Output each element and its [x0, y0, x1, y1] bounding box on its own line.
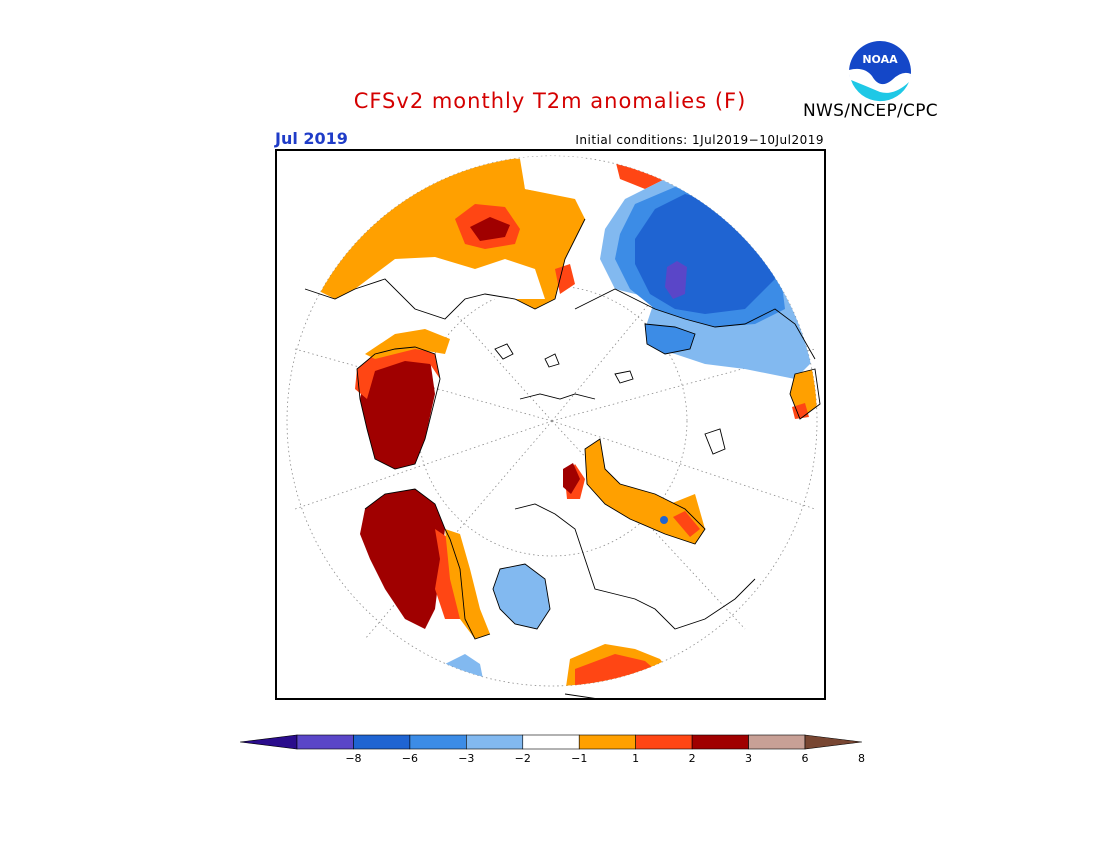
anomaly-region-kara-very-hot [563, 463, 580, 494]
neutral-region-canada [355, 257, 545, 324]
colorbar-tick-label: −3 [458, 752, 475, 765]
colorbar-segment [409, 734, 467, 750]
colorbar-tick-label: 1 [632, 752, 640, 765]
colorbar-segment [522, 734, 580, 750]
colorbar-arrow-low [240, 734, 298, 750]
colorbar [240, 734, 862, 750]
anomaly-region-north-hot-3 [555, 264, 575, 294]
colorbar-segment [635, 734, 693, 750]
initial-conditions: Initial conditions: 1Jul2019−10Jul2019 [575, 133, 824, 147]
colorbar-segment [296, 734, 354, 750]
colorbar-segment [578, 734, 636, 750]
agency-label: NWS/NCEP/CPC [803, 101, 938, 121]
colorbar-tick-label: −2 [514, 752, 531, 765]
colorbar-tick-label: 6 [801, 752, 809, 765]
cold-spot-marker [660, 516, 668, 524]
anomaly-region-scandinavia-cold [645, 324, 695, 354]
anomaly-region-greenland [360, 359, 435, 469]
colorbar-tick-label: −6 [401, 752, 418, 765]
anomaly-region-taymyr-hot [673, 511, 700, 537]
colorbar-arrow-high [804, 734, 862, 750]
map-title: CFSv2 monthly T2m anomalies (F) [353, 89, 747, 113]
logo-text: NOAA [862, 53, 898, 66]
anomaly-region-europe-cold-4 [665, 261, 687, 299]
anomaly-region-greenland-edge [355, 347, 440, 399]
noaa-logo-icon: NOAA [849, 41, 911, 104]
neutral-region-top [520, 156, 605, 199]
colorbar-tick-label: −8 [345, 752, 362, 765]
anomaly-map [275, 149, 826, 700]
colorbar-segment [691, 734, 749, 750]
anomaly-region-siberia-hot [575, 654, 660, 686]
forecast-month: Jul 2019 [275, 129, 348, 148]
colorbar-segment [466, 734, 524, 750]
colorbar-segment [748, 734, 806, 750]
colorbar-tick-label: 3 [745, 752, 753, 765]
colorbar-segment [353, 734, 411, 750]
colorbar-tick-label: 8 [857, 752, 865, 765]
map-frame [275, 149, 826, 700]
colorbar-tick-label: 2 [688, 752, 696, 765]
colorbar-tick-label: −1 [571, 752, 588, 765]
anomaly-region-east-siberia-cold [493, 564, 550, 629]
anomaly-region-alaska-very-hot [360, 489, 445, 629]
anomaly-region-north-very-hot [470, 217, 510, 241]
